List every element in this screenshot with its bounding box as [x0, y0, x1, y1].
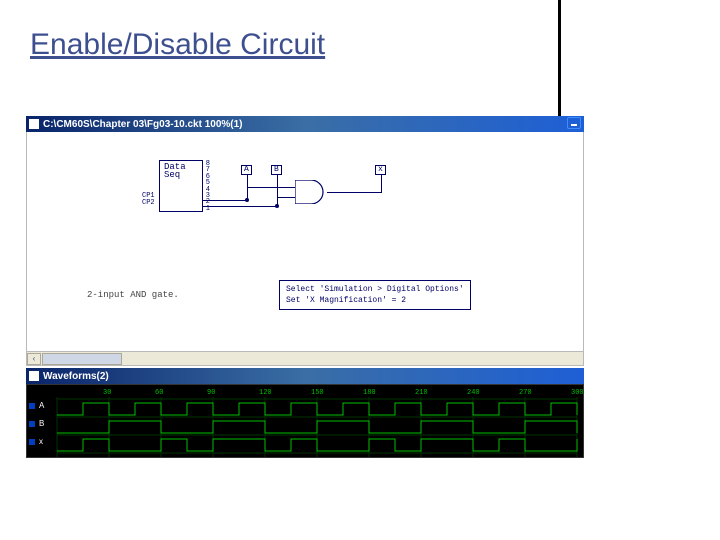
scroll-left-button[interactable]: ‹ — [27, 353, 41, 365]
waveform-window: Waveforms(2) 30 60 90 120 150 180 210 240 270 300… — [26, 368, 584, 458]
data-seq-label: Data Seq — [164, 163, 186, 179]
circuit-window-titlebar[interactable]: C:\CM60S\Chapter 03\Fg03-10.ckt 100%(1) — [26, 116, 584, 132]
svg-text:120: 120 — [259, 389, 272, 397]
wire — [203, 200, 247, 201]
waveform-svg: 30 60 90 120 150 180 210 240 270 300 — [27, 385, 583, 457]
simulator-app: C:\CM60S\Chapter 03\Fg03-10.ckt 100%(1) … — [26, 116, 584, 496]
data-seq-cp: CP1CP2 — [142, 193, 155, 207]
wire — [277, 175, 278, 207]
svg-text:270: 270 — [519, 389, 532, 397]
wire — [247, 187, 295, 188]
hint-box: Select 'Simulation > Digital Options' Se… — [279, 280, 471, 310]
signal-b-label: B — [271, 165, 282, 175]
wave-label-b: B — [39, 419, 44, 428]
hint-line: Select 'Simulation > Digital Options' — [286, 284, 464, 295]
svg-text:90: 90 — [207, 389, 215, 397]
signal-marker — [29, 403, 35, 409]
circuit-canvas[interactable]: Data Seq 87654321 CP1CP2 A B x 2-input A… — [26, 132, 584, 352]
scroll-thumb[interactable] — [42, 353, 122, 365]
and-gate[interactable] — [295, 180, 327, 204]
waveform-window-title: Waveforms(2) — [43, 371, 109, 382]
circuit-window-title: C:\CM60S\Chapter 03\Fg03-10.ckt 100%(1) — [43, 119, 243, 130]
waveform-window-titlebar[interactable]: Waveforms(2) — [26, 368, 584, 384]
horizontal-scrollbar[interactable]: ‹ — [26, 352, 584, 366]
svg-text:150: 150 — [311, 389, 324, 397]
signal-marker — [29, 439, 35, 445]
svg-text:240: 240 — [467, 389, 480, 397]
wire — [277, 197, 295, 198]
signal-x-label: x — [375, 165, 386, 175]
signal-marker — [29, 421, 35, 427]
wire — [203, 206, 277, 207]
window-icon — [29, 371, 39, 381]
data-seq-component[interactable]: Data Seq 87654321 CP1CP2 — [159, 160, 203, 212]
title-divider — [558, 0, 561, 130]
waveform-canvas[interactable]: 30 60 90 120 150 180 210 240 270 300 A B x — [26, 384, 584, 458]
svg-text:300: 300 — [571, 389, 583, 397]
wave-label-x: x — [39, 437, 43, 446]
junction-dot — [245, 198, 249, 202]
svg-text:30: 30 — [103, 389, 111, 397]
junction-dot — [275, 204, 279, 208]
data-seq-pins: 87654321 — [206, 161, 210, 212]
wire — [327, 192, 381, 193]
svg-text:60: 60 — [155, 389, 163, 397]
page-title: Enable/Disable Circuit — [30, 28, 325, 62]
minimize-button[interactable] — [567, 117, 581, 129]
svg-text:180: 180 — [363, 389, 376, 397]
signal-a-label: A — [241, 165, 252, 175]
hint-line: Set 'X Magnification' = 2 — [286, 295, 464, 306]
circuit-description: 2-input AND gate. — [87, 290, 179, 300]
window-icon — [29, 119, 39, 129]
svg-text:210: 210 — [415, 389, 428, 397]
wire — [381, 175, 382, 193]
wave-label-a: A — [39, 401, 44, 410]
